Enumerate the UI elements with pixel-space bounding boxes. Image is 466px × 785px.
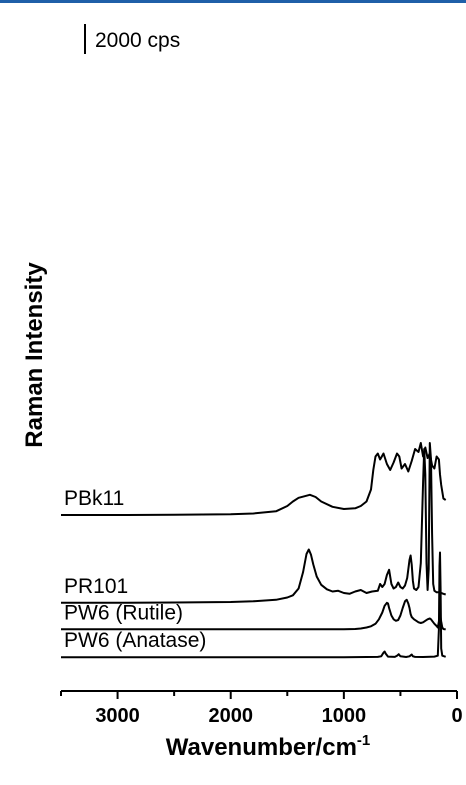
x-axis-title-superscript: -1 bbox=[357, 732, 370, 749]
x-axis-title: Wavenumber/cm-1 bbox=[166, 732, 371, 761]
x-axis-title-text: Wavenumber/cm bbox=[166, 734, 357, 761]
series-labels: PBk11 PR101 PW6 (Rutile) PW6 (Anatase) bbox=[64, 487, 206, 652]
series-line-pw6-anatase bbox=[61, 551, 447, 659]
series-label-pr101: PR101 bbox=[64, 575, 128, 598]
scale-bar-label: 2000 cps bbox=[95, 29, 180, 52]
x-tick-label: 1000 bbox=[322, 705, 367, 727]
spectra-traces bbox=[61, 442, 447, 659]
series-line-pr101 bbox=[61, 442, 446, 604]
x-tick-label: 3000 bbox=[95, 705, 140, 727]
x-tick-label: 0 bbox=[451, 705, 462, 727]
top-border-line bbox=[0, 0, 466, 3]
series-label-pw6-anatase: PW6 (Anatase) bbox=[64, 629, 206, 652]
series-line-pw6-rutile bbox=[61, 598, 446, 631]
intensity-scale-bar: 2000 cps bbox=[84, 24, 180, 54]
x-tick-label: 2000 bbox=[208, 705, 253, 727]
series-label-pbk11: PBk11 bbox=[64, 487, 124, 510]
x-axis: 3000 2000 1000 0 bbox=[60, 690, 463, 727]
y-axis-title: Raman Intensity bbox=[21, 262, 48, 448]
series-label-pw6-rutile: PW6 (Rutile) bbox=[64, 601, 183, 624]
